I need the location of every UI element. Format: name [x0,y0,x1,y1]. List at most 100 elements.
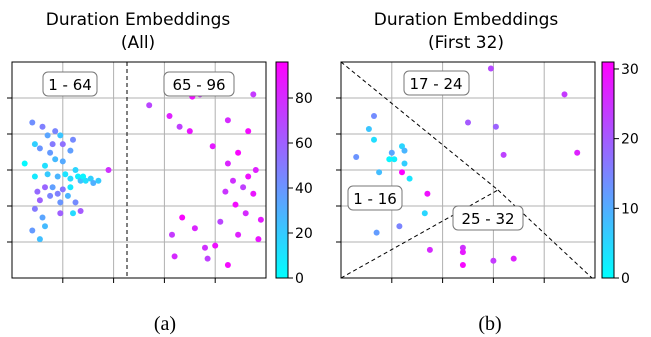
region-label-65-96: 65 - 96 [172,76,225,94]
region-label-17-24: 17 - 24 [409,75,462,93]
scatter-point [169,231,175,238]
scatter-point [232,201,239,208]
scatter-point [52,156,59,163]
scatter-point [176,123,183,130]
scatter-point [396,223,403,230]
scatter-point [105,167,112,173]
scatter-point [54,173,61,180]
colorbar-tick-label: 30 [621,62,639,78]
scatter-point [42,184,48,191]
scatter-point [49,141,56,148]
scatter-point [191,225,198,232]
scatter-point [80,173,87,180]
scatter-point [82,177,89,184]
panel-a-title: Duration Embeddings [46,10,231,30]
scatter-point [70,136,76,143]
scatter-point [399,169,405,176]
region-divider-b2 [340,189,499,279]
scatter-point [426,246,433,253]
scatter-point [54,190,61,197]
panel-b: Duration Embeddings (First 32) 17 - 24 1… [336,10,639,335]
scatter-point [561,91,568,98]
scatter-point [44,171,51,178]
scatter-point [574,149,581,156]
scatter-point [87,175,94,182]
scatter-point [62,171,69,178]
panel-b-title: Duration Embeddings [374,10,559,30]
colorbar-b [601,61,615,279]
scatter-point [250,190,257,197]
scatter-point [373,229,380,236]
scatter-point [34,188,41,195]
scatter-point [217,218,224,225]
region-divider-b1 [340,61,499,191]
panel-b-subtitle: (First 32) [428,33,504,53]
scatter-point [72,167,79,173]
panel-a: Duration Embeddings (All) 1 - 64 65 - 96… [7,10,313,335]
scatter-point [459,244,466,251]
scatter-point [75,173,81,180]
scatter-point [42,162,48,169]
scatter-point [179,214,186,221]
panel-b-ticks [336,97,545,283]
caption-b: (b) [478,313,501,335]
scatter-point [222,188,229,195]
panel-a-points [21,91,264,268]
scatter-point [459,262,466,268]
scatter-point [39,123,46,130]
colorbar-tick-label: 80 [295,91,313,107]
scatter-point [95,177,102,184]
scatter-point [230,177,236,184]
scatter-point [255,236,262,243]
scatter-point [186,128,193,135]
scatter-point [391,156,398,163]
scatter-point [376,169,383,176]
scatter-point [90,180,97,186]
scatter-point [59,141,66,148]
colorbar-b-ticks: 0 10 20 30 [614,62,639,287]
scatter-point [31,141,38,148]
scatter-point [224,117,231,124]
scatter-point [224,262,231,268]
scatter-point [29,119,36,126]
panel-a-subtitle: (All) [121,33,155,53]
scatter-point [47,149,54,156]
scatter-point [57,210,64,217]
scatter-point [31,205,38,212]
scatter-point [67,175,74,182]
scatter-point [209,143,216,150]
scatter-point [57,199,64,206]
scatter-point [70,210,76,217]
region-divider-b3 [497,189,593,279]
scatter-point [52,128,59,135]
scatter-point [250,91,257,98]
colorbar-tick-label: 40 [295,181,313,197]
scatter-point [31,173,38,180]
scatter-point [39,214,46,221]
scatter-point [510,255,517,262]
scatter-point [487,65,494,72]
scatter-point [235,149,242,156]
scatter-point [401,147,408,154]
scatter-point [371,136,377,143]
region-box-65-96: 65 - 96 [163,71,235,97]
scatter-point [146,102,153,109]
scatter-point [406,175,413,182]
scatter-point [465,119,471,126]
region-box-25-32: 25 - 32 [452,205,524,231]
scatter-point [371,113,377,119]
scatter-point [42,223,48,230]
scatter-point [459,249,466,256]
scatter-point [401,160,408,167]
scatter-point [72,199,79,206]
scatter-point [252,167,259,173]
scatter-point [240,184,247,191]
scatter-point [224,160,231,167]
colorbar-tick-label: 10 [621,201,639,217]
scatter-point [166,113,173,119]
scatter-point [204,255,211,262]
scatter-point [36,197,43,204]
scatter-point [67,147,74,154]
scatter-point [257,216,264,223]
panel-a-grid [12,62,266,278]
